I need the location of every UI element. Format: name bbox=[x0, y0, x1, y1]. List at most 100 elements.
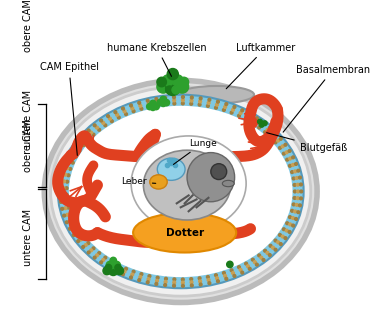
Circle shape bbox=[264, 249, 267, 252]
Circle shape bbox=[111, 120, 113, 123]
Circle shape bbox=[245, 118, 247, 121]
Circle shape bbox=[238, 115, 240, 117]
Circle shape bbox=[269, 254, 271, 256]
Circle shape bbox=[92, 247, 95, 250]
Circle shape bbox=[69, 153, 71, 155]
Circle shape bbox=[172, 284, 175, 287]
Circle shape bbox=[164, 280, 167, 283]
Circle shape bbox=[138, 101, 141, 104]
Circle shape bbox=[207, 279, 210, 281]
Circle shape bbox=[123, 270, 126, 273]
Circle shape bbox=[116, 267, 118, 270]
Circle shape bbox=[254, 261, 256, 264]
Circle shape bbox=[100, 119, 103, 122]
Circle shape bbox=[245, 262, 247, 265]
Circle shape bbox=[292, 224, 294, 227]
Text: Lunge: Lunge bbox=[173, 139, 216, 164]
Circle shape bbox=[69, 168, 72, 170]
Circle shape bbox=[147, 278, 150, 280]
Circle shape bbox=[294, 170, 297, 173]
Circle shape bbox=[113, 261, 120, 269]
Circle shape bbox=[66, 180, 69, 183]
Circle shape bbox=[214, 274, 218, 276]
Ellipse shape bbox=[131, 136, 246, 231]
Circle shape bbox=[232, 272, 234, 275]
Circle shape bbox=[284, 237, 287, 240]
Circle shape bbox=[157, 80, 170, 93]
Circle shape bbox=[262, 121, 267, 126]
Circle shape bbox=[66, 200, 69, 202]
Circle shape bbox=[105, 264, 112, 271]
Circle shape bbox=[299, 204, 301, 207]
Circle shape bbox=[279, 243, 282, 246]
Circle shape bbox=[138, 279, 141, 281]
Circle shape bbox=[109, 263, 111, 266]
Text: CAM Epithel: CAM Epithel bbox=[40, 62, 98, 155]
Circle shape bbox=[224, 275, 227, 277]
Circle shape bbox=[109, 266, 118, 275]
Circle shape bbox=[71, 161, 74, 164]
Circle shape bbox=[289, 216, 291, 218]
Circle shape bbox=[199, 280, 201, 283]
Circle shape bbox=[293, 183, 296, 186]
Circle shape bbox=[166, 81, 180, 95]
Circle shape bbox=[125, 267, 127, 270]
Circle shape bbox=[64, 173, 67, 176]
Circle shape bbox=[148, 105, 151, 108]
Ellipse shape bbox=[211, 164, 227, 179]
Circle shape bbox=[82, 134, 85, 137]
Circle shape bbox=[61, 207, 64, 210]
Circle shape bbox=[288, 149, 291, 152]
Circle shape bbox=[249, 113, 251, 115]
Circle shape bbox=[283, 152, 285, 155]
Circle shape bbox=[277, 241, 279, 244]
Text: Basalmembran: Basalmembran bbox=[283, 65, 370, 132]
Circle shape bbox=[216, 103, 218, 106]
Circle shape bbox=[130, 104, 132, 107]
Circle shape bbox=[104, 124, 107, 127]
Circle shape bbox=[259, 122, 264, 127]
Circle shape bbox=[93, 256, 96, 259]
Circle shape bbox=[191, 96, 193, 99]
Circle shape bbox=[216, 280, 220, 283]
Ellipse shape bbox=[143, 150, 230, 220]
Circle shape bbox=[232, 108, 234, 111]
Circle shape bbox=[256, 117, 258, 120]
Circle shape bbox=[181, 285, 184, 287]
Circle shape bbox=[104, 256, 107, 259]
Circle shape bbox=[176, 80, 189, 93]
Circle shape bbox=[74, 155, 77, 158]
Circle shape bbox=[179, 77, 189, 87]
Circle shape bbox=[297, 211, 300, 214]
Circle shape bbox=[262, 259, 265, 261]
Circle shape bbox=[274, 132, 277, 134]
Circle shape bbox=[269, 244, 272, 247]
Circle shape bbox=[130, 276, 132, 279]
Circle shape bbox=[156, 276, 159, 279]
Circle shape bbox=[284, 144, 287, 146]
Circle shape bbox=[67, 174, 70, 177]
Circle shape bbox=[214, 106, 218, 109]
Ellipse shape bbox=[44, 80, 317, 302]
Circle shape bbox=[251, 258, 254, 261]
Ellipse shape bbox=[222, 180, 234, 187]
Circle shape bbox=[295, 163, 298, 165]
Circle shape bbox=[87, 242, 90, 245]
Circle shape bbox=[111, 260, 113, 263]
Circle shape bbox=[74, 225, 77, 228]
Circle shape bbox=[172, 75, 183, 86]
Circle shape bbox=[296, 197, 299, 200]
Circle shape bbox=[63, 166, 65, 169]
Circle shape bbox=[258, 254, 261, 257]
Circle shape bbox=[172, 86, 180, 94]
Circle shape bbox=[131, 273, 134, 276]
Circle shape bbox=[96, 254, 98, 257]
Circle shape bbox=[115, 264, 121, 271]
Circle shape bbox=[166, 86, 174, 94]
Text: untere CAM: untere CAM bbox=[24, 90, 33, 148]
Circle shape bbox=[107, 115, 109, 118]
Circle shape bbox=[190, 281, 193, 284]
Circle shape bbox=[131, 107, 134, 110]
Circle shape bbox=[80, 238, 82, 241]
Circle shape bbox=[140, 107, 143, 110]
